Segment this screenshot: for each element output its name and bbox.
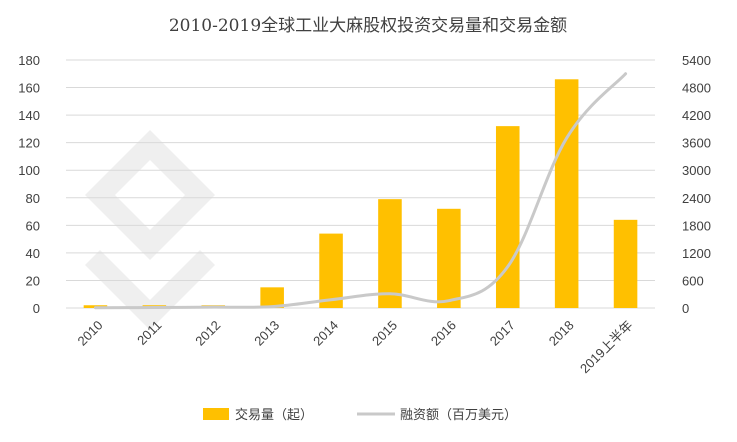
left-tick-label: 140 [18, 108, 40, 123]
bar [437, 208, 461, 308]
bar [613, 219, 638, 308]
left-axis: 0 20 40 60 80 100 120 140 160 180 [18, 53, 40, 316]
legend-bar-swatch [203, 408, 229, 420]
gridlines [66, 59, 655, 309]
left-tick-label: 20 [26, 273, 40, 288]
category-label: 2013 [251, 318, 282, 349]
left-tick-label: 120 [18, 136, 40, 151]
right-tick-label: 2400 [682, 191, 711, 206]
left-tick-label: 100 [18, 163, 40, 178]
category-label: 2011 [134, 318, 164, 348]
category-label: 2010 [75, 318, 106, 349]
right-tick-label: 4200 [682, 108, 711, 123]
right-tick-label: 600 [682, 273, 704, 288]
right-tick-label: 3600 [682, 136, 711, 151]
right-axis: 0 600 1200 1800 2400 3000 3600 4200 4800 5400 [682, 53, 711, 316]
legend-bar-label: 交易量（起） [235, 407, 313, 423]
category-label: 2012 [192, 318, 223, 349]
right-tick-label: 1200 [682, 246, 711, 261]
category-label: 2019上半年 [577, 318, 636, 377]
right-tick-label: 4800 [682, 81, 711, 96]
category-label: 2018 [546, 318, 577, 349]
bar [319, 233, 343, 308]
left-tick-label: 160 [18, 81, 40, 96]
right-tick-label: 1800 [682, 218, 711, 233]
right-tick-label: 3000 [682, 163, 711, 178]
category-axis: 2010 2011 2012 2013 2014 2015 2016 2017 2018 2019… [75, 318, 636, 377]
left-tick-label: 80 [26, 191, 40, 206]
chart-title: 2010-2019全球工业大麻股权投资交易量和交易金额 [169, 16, 567, 36]
left-tick-label: 180 [18, 53, 40, 68]
legend: 交易量（起） 融资额（百万美元） [203, 407, 517, 423]
line-path [93, 72, 628, 310]
watermark-logo [85, 130, 215, 330]
bar [495, 126, 520, 308]
bar [378, 199, 402, 308]
bar [260, 287, 284, 308]
category-label: 2016 [428, 318, 459, 349]
left-tick-label: 60 [26, 218, 40, 233]
left-tick-label: 0 [33, 301, 40, 316]
right-tick-label: 0 [682, 301, 689, 316]
right-tick-label: 5400 [682, 53, 711, 68]
left-tick-label: 40 [26, 246, 40, 261]
category-label: 2014 [310, 318, 341, 349]
bar [554, 79, 579, 309]
category-label: 2017 [487, 318, 518, 349]
line-series [93, 72, 628, 310]
legend-line-label: 融资额（百万美元） [400, 408, 517, 423]
bar-series [83, 79, 638, 309]
category-label: 2015 [369, 318, 400, 349]
